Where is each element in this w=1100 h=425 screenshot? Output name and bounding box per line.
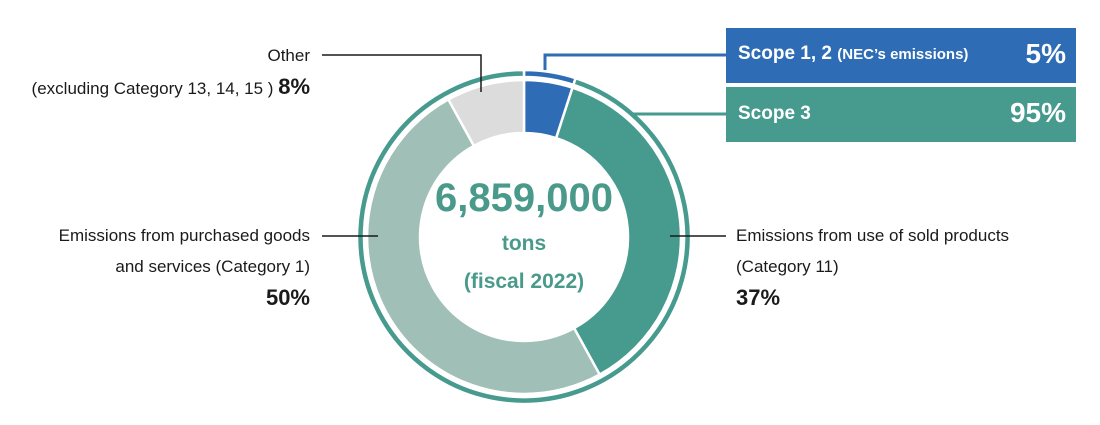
leader-line-other	[322, 54, 482, 92]
label-purchased: Emissions from purchased goods and servi…	[0, 220, 310, 313]
label-other: Other (excluding Category 13, 14, 15 ) 8…	[0, 40, 310, 104]
label-purchased-pct: 50%	[265, 285, 310, 310]
center-period: (fiscal 2022)	[463, 270, 585, 293]
legend-scope3: Scope 3 95%	[726, 87, 1076, 142]
legend-scope12: Scope 1, 2 (NEC’s emissions) 5%	[726, 28, 1076, 83]
label-sold: Emissions from use of sold products (Cat…	[736, 220, 1076, 313]
label-sold-line2: (Category 11)	[736, 257, 839, 276]
outer-ring	[355, 68, 693, 406]
label-other-line2: (excluding Category 13, 14, 15 )	[31, 79, 274, 98]
label-other-pct: 8%	[278, 74, 310, 99]
label-purchased-line2: and services (Category 1)	[115, 257, 310, 276]
leader-lines	[322, 53, 726, 237]
legend-scope12-note: (NEC’s emissions)	[837, 46, 969, 63]
legend-scope3-pct: 95%	[1009, 97, 1066, 128]
label-sold-line1: Emissions from use of sold products	[736, 226, 1010, 245]
label-other-line1: Other	[267, 46, 310, 65]
leader-line-scope12	[543, 53, 726, 70]
legend-scope12-title: Scope 1, 2	[738, 43, 832, 64]
center-total: 6,859,000	[435, 176, 613, 220]
label-purchased-line1: Emissions from purchased goods	[58, 226, 310, 245]
legend-scope12-pct: 5%	[1025, 38, 1066, 69]
legend-scope3-title: Scope 3	[738, 103, 811, 124]
inner-slice-3	[446, 78, 526, 148]
inner-slice-1	[554, 86, 683, 377]
outer-slice-1	[355, 68, 693, 406]
label-other-line2-wrap: (excluding Category 13, 14, 15 ) 8%	[0, 71, 310, 104]
legend-scope12-label: Scope 1, 2 (NEC’s emissions)	[738, 43, 968, 65]
label-sold-pct: 37%	[736, 285, 781, 310]
inner-slice-2	[366, 97, 602, 396]
center-unit: tons	[501, 232, 547, 255]
inner-ring	[366, 78, 683, 396]
